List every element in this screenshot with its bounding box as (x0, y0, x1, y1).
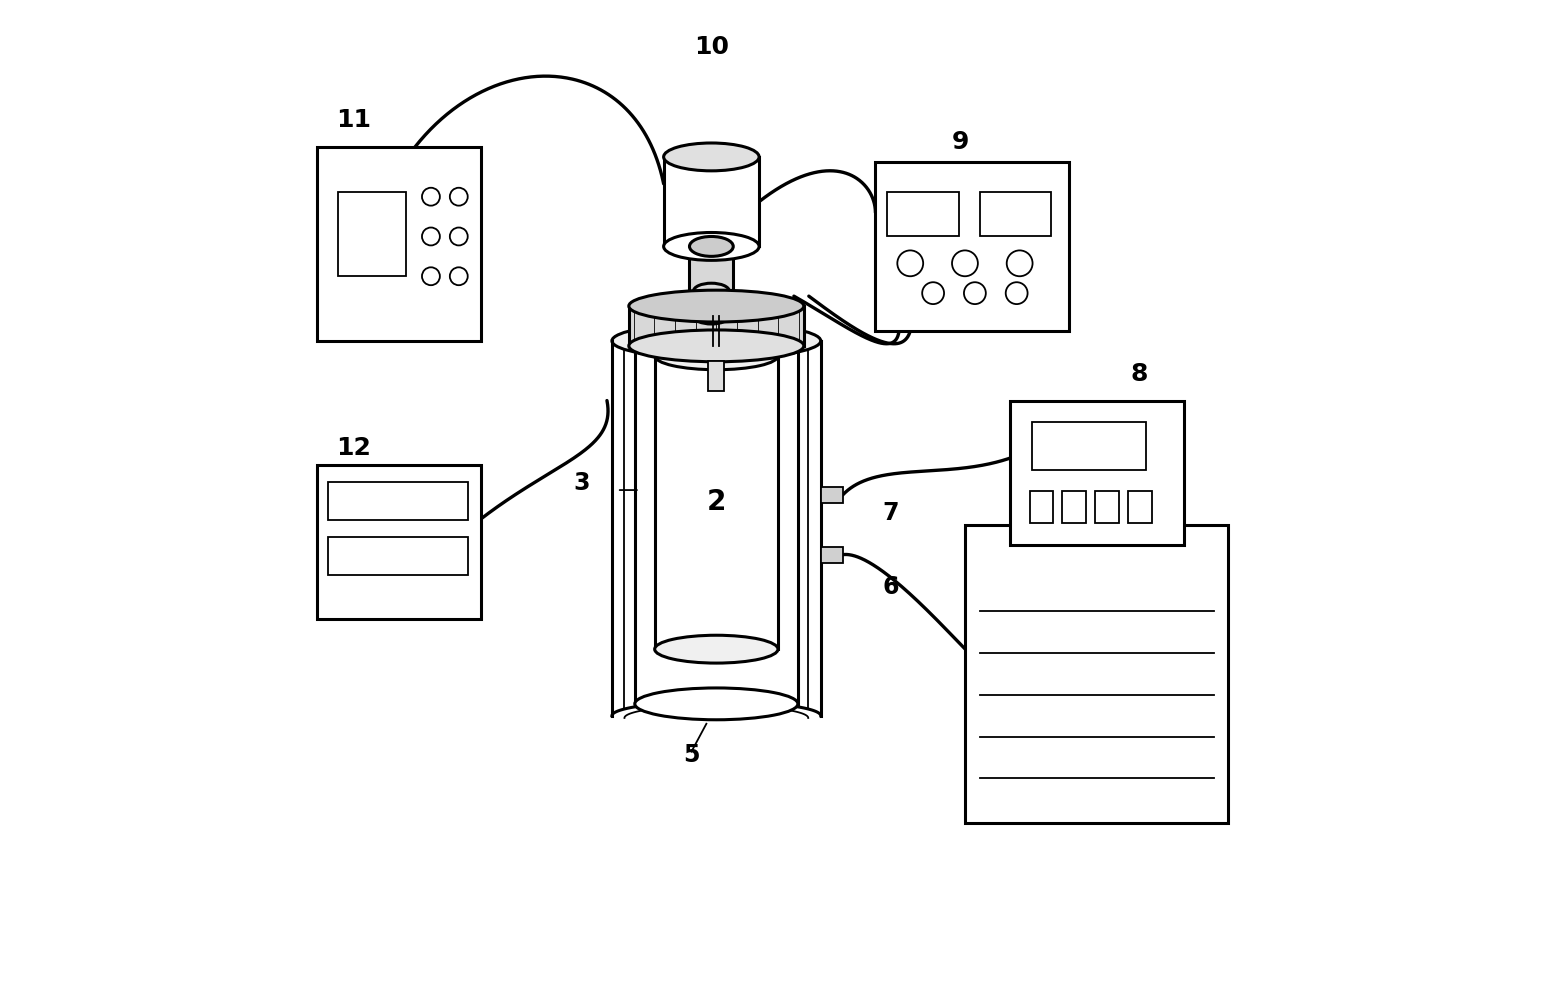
Ellipse shape (664, 232, 759, 260)
Bar (629, 306, 804, 346)
Ellipse shape (422, 188, 439, 206)
Ellipse shape (897, 250, 923, 276)
Text: 2: 2 (706, 488, 726, 516)
Text: 11: 11 (335, 108, 371, 132)
Text: 10: 10 (694, 35, 729, 59)
Ellipse shape (422, 228, 439, 245)
Ellipse shape (635, 688, 798, 720)
Ellipse shape (611, 323, 821, 359)
Ellipse shape (689, 291, 733, 311)
Bar (875, 162, 1069, 331)
Ellipse shape (450, 188, 467, 206)
Bar (329, 482, 467, 520)
Ellipse shape (655, 635, 778, 663)
Ellipse shape (951, 250, 978, 276)
Bar (1096, 491, 1119, 523)
Bar (888, 192, 959, 236)
Bar (338, 192, 407, 276)
Bar (821, 487, 843, 503)
Bar (1010, 401, 1184, 545)
Ellipse shape (1006, 282, 1027, 304)
Ellipse shape (694, 283, 729, 299)
Ellipse shape (629, 290, 804, 322)
Text: 5: 5 (683, 743, 700, 767)
Ellipse shape (922, 282, 944, 304)
Bar (329, 537, 467, 575)
Bar (1128, 491, 1152, 523)
Text: 3: 3 (574, 471, 590, 495)
Text: 9: 9 (951, 130, 968, 154)
Bar (317, 465, 481, 619)
Bar (664, 157, 759, 246)
Text: 8: 8 (1130, 362, 1147, 386)
Bar (689, 246, 733, 301)
Ellipse shape (694, 308, 729, 324)
Ellipse shape (422, 267, 439, 285)
Ellipse shape (964, 282, 986, 304)
Ellipse shape (635, 330, 798, 362)
Bar (1032, 422, 1145, 470)
Ellipse shape (655, 342, 778, 370)
Ellipse shape (664, 143, 759, 171)
Bar (965, 525, 1229, 823)
Bar (317, 147, 481, 341)
Bar (708, 361, 725, 391)
Text: 12: 12 (335, 436, 371, 460)
Ellipse shape (1007, 250, 1032, 276)
Bar (821, 547, 843, 563)
Ellipse shape (450, 228, 467, 245)
Ellipse shape (450, 267, 467, 285)
Text: 7: 7 (882, 501, 899, 525)
Bar (694, 291, 729, 316)
Bar (655, 356, 778, 649)
Text: 6: 6 (882, 575, 899, 599)
Bar (1063, 491, 1086, 523)
Ellipse shape (689, 236, 733, 256)
Ellipse shape (629, 330, 804, 362)
Bar (979, 192, 1051, 236)
Bar (1029, 491, 1054, 523)
